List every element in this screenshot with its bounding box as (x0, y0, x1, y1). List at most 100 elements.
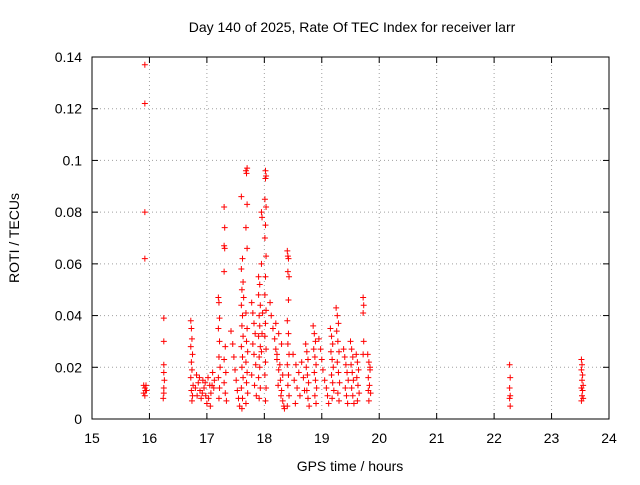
data-point (284, 253, 291, 260)
data-point (349, 369, 356, 376)
data-point (262, 167, 269, 174)
data-point (188, 366, 195, 373)
data-point (205, 395, 212, 402)
x-tick-label: 21 (429, 430, 445, 446)
data-point (230, 353, 237, 360)
data-point (336, 397, 343, 404)
data-point (344, 369, 351, 376)
data-point (279, 397, 286, 404)
data-point (238, 322, 245, 329)
x-tick-label: 22 (486, 430, 502, 446)
data-point (336, 348, 343, 355)
data-point (188, 335, 195, 342)
data-point (285, 372, 292, 379)
data-point (269, 325, 276, 332)
x-tick-label: 23 (544, 430, 560, 446)
data-point (261, 333, 268, 340)
data-point (202, 379, 209, 386)
data-point (275, 382, 282, 389)
data-point (234, 387, 241, 394)
data-point (579, 372, 586, 379)
data-point (365, 387, 372, 394)
data-point (261, 235, 268, 241)
y-tick-label: 0.04 (55, 308, 82, 324)
data-point (306, 403, 313, 410)
data-point (141, 100, 148, 107)
data-point (187, 317, 194, 324)
data-point (221, 203, 228, 210)
data-point (201, 384, 208, 391)
data-point (205, 374, 212, 381)
data-point (342, 361, 349, 368)
data-point (215, 299, 222, 306)
data-point (141, 61, 148, 68)
data-point (578, 356, 585, 363)
data-point (340, 346, 347, 353)
data-point (256, 395, 263, 402)
data-point (579, 361, 586, 368)
data-point (292, 361, 299, 368)
data-point (249, 309, 256, 316)
data-point (311, 369, 318, 376)
data-point (336, 379, 343, 386)
data-point (255, 291, 262, 298)
data-point (311, 330, 318, 337)
data-point (262, 320, 269, 327)
data-point (354, 397, 361, 404)
y-tick-label: 0.02 (55, 359, 82, 375)
data-point (233, 377, 240, 384)
data-point (261, 196, 268, 203)
data-point (242, 359, 249, 366)
data-point (324, 392, 331, 399)
data-point (263, 253, 270, 260)
data-point (221, 379, 228, 386)
data-point (335, 369, 342, 376)
y-tick-label: 0.12 (55, 101, 82, 117)
data-point (334, 312, 341, 319)
data-point (141, 392, 148, 399)
data-point (310, 346, 317, 353)
data-point (327, 348, 334, 355)
y-tick-label: 0.06 (55, 256, 82, 272)
grid-lines (92, 57, 609, 419)
data-point (278, 387, 285, 394)
data-point (251, 382, 258, 389)
data-point (242, 167, 249, 174)
data-point (256, 281, 263, 288)
data-point (311, 392, 318, 399)
data-point (221, 245, 228, 252)
data-point (238, 266, 245, 273)
data-point (253, 392, 260, 399)
data-point (344, 400, 351, 407)
data-point (243, 379, 250, 386)
data-point (262, 273, 269, 280)
x-tick-label: 15 (84, 430, 100, 446)
data-point (262, 222, 269, 229)
data-point (216, 315, 223, 322)
data-point (296, 392, 303, 399)
data-point (349, 392, 356, 399)
data-point (221, 356, 228, 363)
data-point (507, 392, 514, 399)
data-point (286, 392, 293, 399)
data-point (321, 377, 328, 384)
data-point (255, 273, 262, 280)
data-point (188, 387, 195, 394)
data-point (302, 341, 309, 348)
data-point (188, 359, 195, 366)
data-point (291, 377, 298, 384)
data-point (278, 341, 285, 348)
data-point (349, 353, 356, 360)
data-point (365, 374, 372, 381)
data-point (348, 361, 355, 368)
data-point (239, 312, 246, 319)
data-point (140, 390, 147, 397)
data-point (318, 356, 325, 363)
data-point (257, 302, 264, 309)
data-point (222, 343, 229, 350)
data-point (330, 387, 337, 394)
data-point (367, 364, 374, 371)
data-point (198, 395, 205, 402)
data-point (312, 338, 319, 345)
